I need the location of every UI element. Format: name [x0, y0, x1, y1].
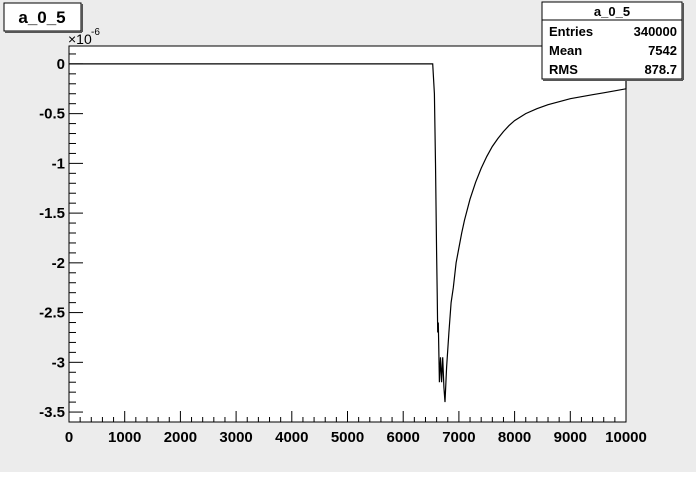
title-box [3, 2, 82, 32]
y-tick-label: 0 [57, 56, 65, 73]
y-tick-label: -1.5 [39, 205, 65, 222]
stats-label-mean: Mean [549, 43, 582, 58]
x-tick-label: 1000 [108, 429, 141, 446]
x-tick-label: 3000 [219, 429, 252, 446]
y-multiplier-label: ×10 [68, 31, 92, 47]
axis-tick-labels: 0 1000 2000 3000 4000 5000 6000 7000 8000 9000 100… [39, 56, 647, 446]
x-tick-label: 7000 [442, 429, 475, 446]
stats-label-entries: Entries [549, 24, 593, 39]
y-tick-label: -3.5 [39, 404, 65, 421]
x-tick-label: 8000 [498, 429, 531, 446]
y-multiplier-exponent: -6 [91, 27, 100, 38]
stats-value-rms: 878.7 [644, 62, 677, 77]
y-tick-label: -2 [52, 255, 65, 272]
x-tick-label: 4000 [275, 429, 308, 446]
y-tick-label: -1 [52, 155, 65, 172]
stats-value-entries: 340000 [634, 24, 677, 39]
y-tick-label: -2.5 [39, 305, 65, 322]
y-tick-label: -0.5 [39, 106, 65, 123]
x-tick-label: 2000 [164, 429, 197, 446]
stats-title: a_0_5 [594, 4, 630, 19]
x-tick-label: 0 [65, 429, 73, 446]
x-tick-label: 9000 [554, 429, 587, 446]
x-tick-label: 6000 [387, 429, 420, 446]
stats-box: a_0_5 Entries 340000 Mean 7542 RMS 878.7 [541, 1, 684, 81]
x-tick-label: 5000 [331, 429, 364, 446]
y-tick-label: -3 [52, 354, 65, 371]
stats-label-rms: RMS [549, 62, 578, 77]
x-tick-label: 10000 [605, 429, 647, 446]
data-series-line [69, 46, 627, 403]
axis-ticks [68, 53, 627, 422]
hist-title: a_0_5 [18, 8, 65, 27]
stats-value-mean: 7542 [648, 43, 677, 58]
plot-area [68, 45, 627, 423]
